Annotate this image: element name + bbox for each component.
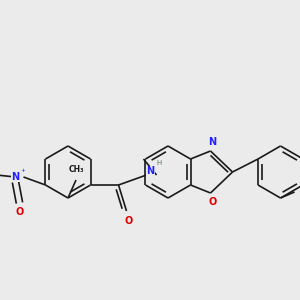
Text: N: N	[146, 166, 154, 176]
Text: O: O	[15, 207, 24, 217]
Text: O: O	[124, 216, 133, 226]
Text: CH₃: CH₃	[68, 166, 84, 175]
Text: N: N	[208, 137, 217, 147]
Text: +: +	[20, 168, 25, 173]
Text: H: H	[156, 160, 161, 166]
Text: O: O	[208, 197, 217, 207]
Text: N: N	[11, 172, 20, 182]
